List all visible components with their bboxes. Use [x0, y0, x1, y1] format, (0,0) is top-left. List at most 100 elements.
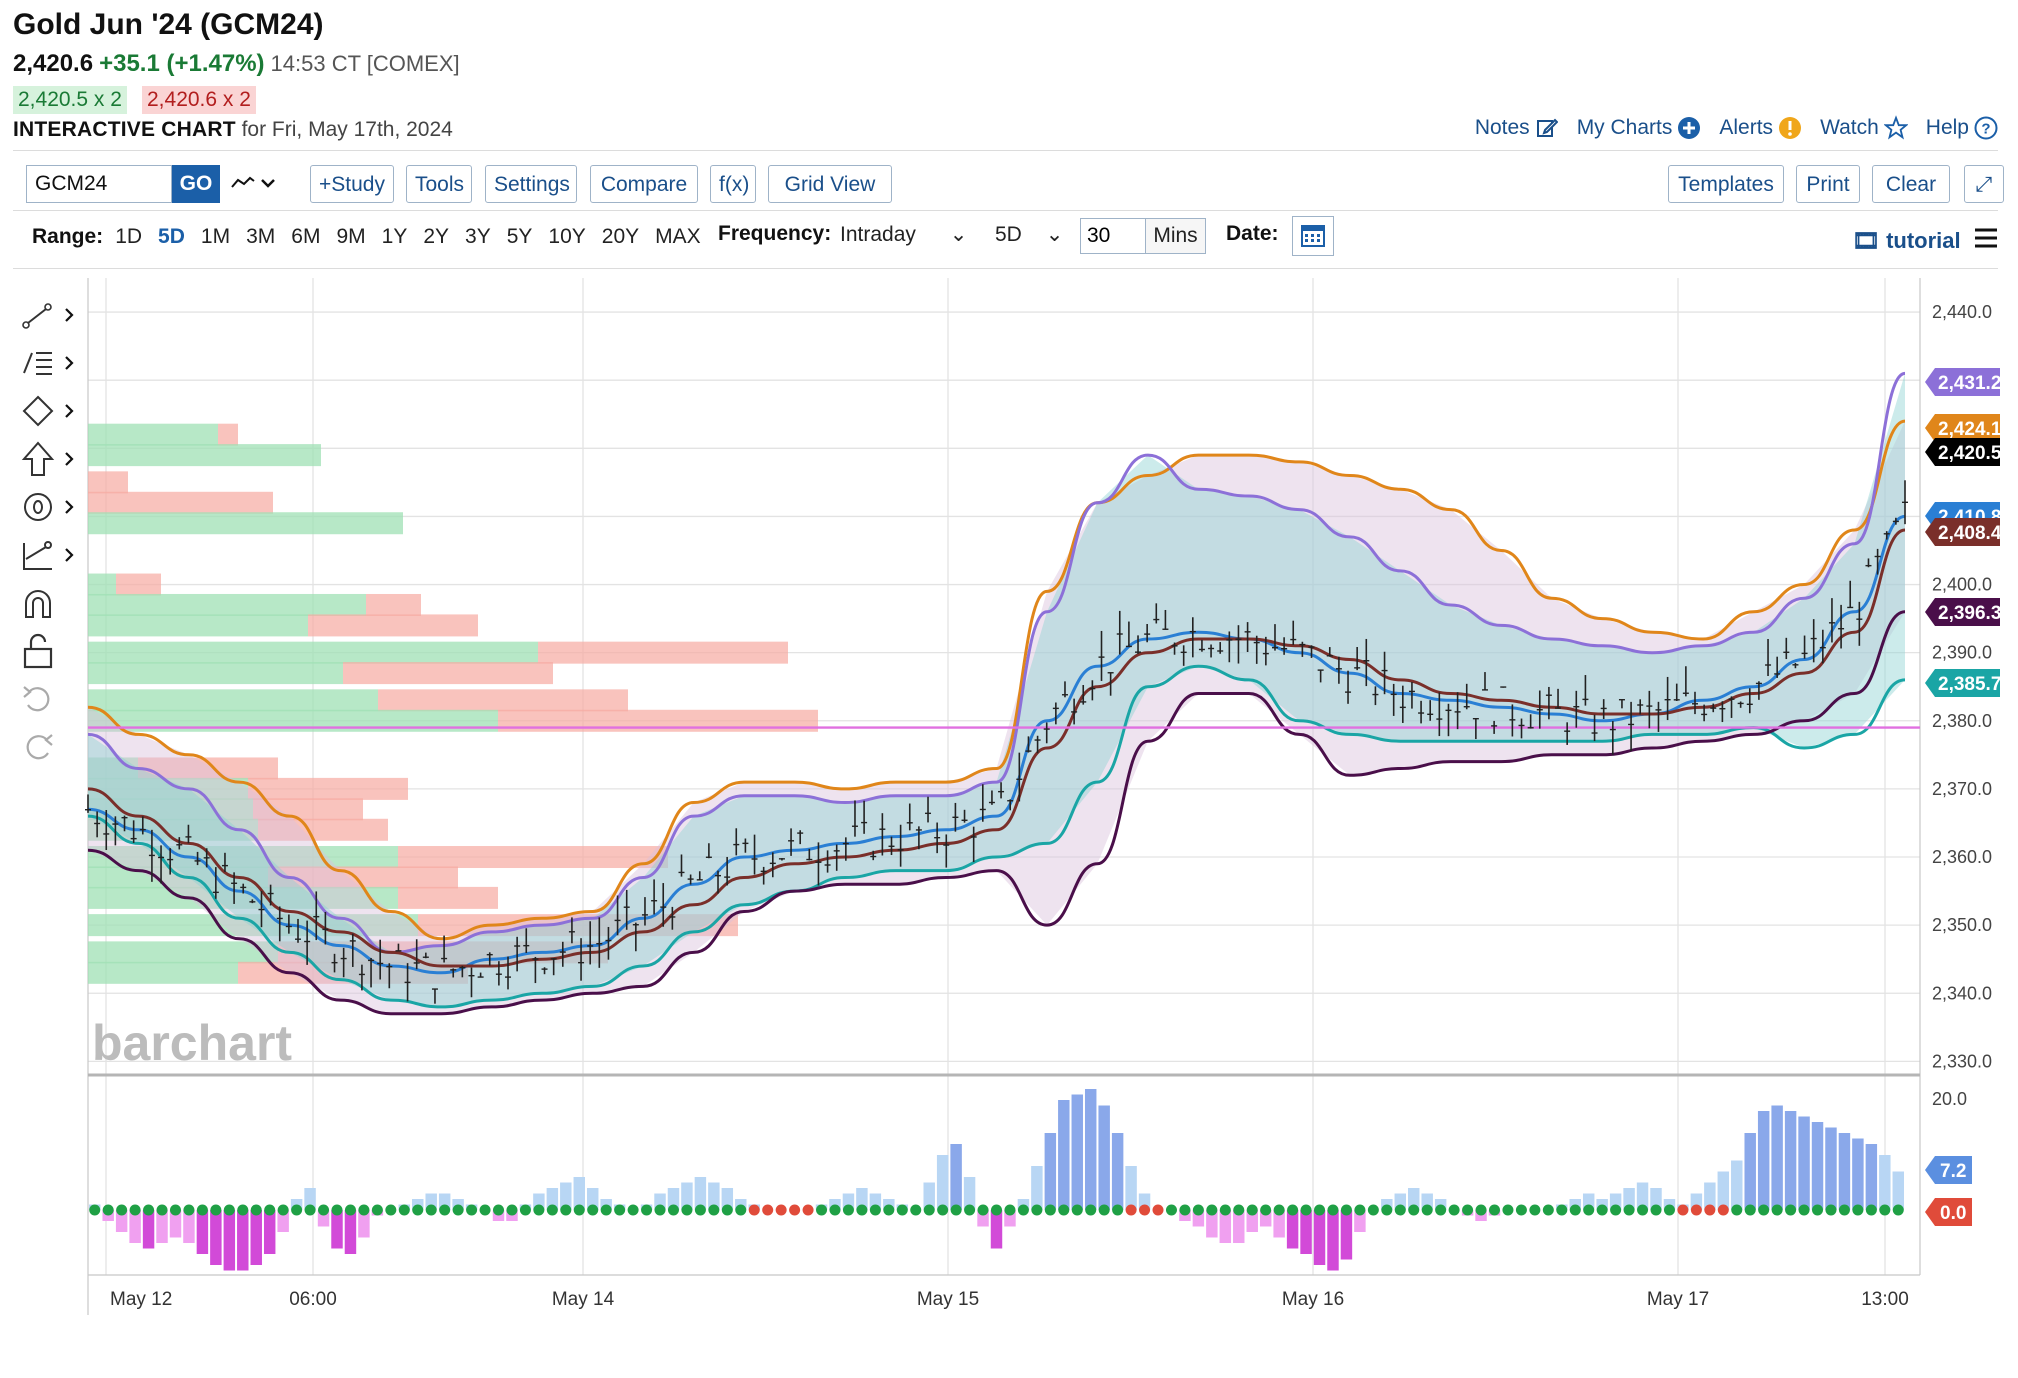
oscillator-bar [1246, 1210, 1258, 1232]
oscillator-bar [1865, 1144, 1878, 1210]
notes-link[interactable]: Notes [1475, 116, 1559, 140]
oscillator-bar [358, 1210, 370, 1238]
help-link[interactable]: Help ? [1926, 116, 1998, 140]
range-2y[interactable]: 2Y [423, 225, 450, 248]
range-10y[interactable]: 10Y [548, 225, 586, 248]
clear-button[interactable]: Clear [1872, 165, 1950, 203]
minutes-input[interactable] [1080, 218, 1146, 254]
range-divider [13, 268, 1998, 269]
price-tick-label: 2,370.0 [1932, 779, 1992, 799]
volume-profile-sell [218, 423, 238, 446]
oscillator-signal-dot [762, 1204, 774, 1216]
x-tick-label: May 14 [552, 1289, 615, 1310]
oscillator-signal-dot [89, 1204, 101, 1216]
oscillator-signal-dot [1771, 1204, 1783, 1216]
range-1y[interactable]: 1Y [381, 225, 408, 248]
price-tick-label: 2,390.0 [1932, 643, 1992, 663]
volume-profile-sell [538, 641, 788, 664]
expand-button[interactable]: ⤢ [1964, 165, 2004, 203]
oscillator-signal-dot [546, 1204, 558, 1216]
chart-heading-title: INTERACTIVE CHART [13, 118, 236, 141]
redo-icon[interactable] [18, 727, 84, 767]
symbol-input[interactable] [26, 165, 172, 203]
oscillator-bar [600, 1199, 612, 1210]
tools-button[interactable]: Tools [406, 165, 472, 203]
price-tick-label: 2,440.0 [1932, 302, 1992, 322]
oscillator-signal-dot [923, 1204, 935, 1216]
oscillator-signal-dot [1758, 1204, 1770, 1216]
series-line-3 [87, 528, 1906, 968]
price-tag-value: 2,420.5 [1938, 443, 2002, 464]
range-5y[interactable]: 5Y [506, 225, 533, 248]
oscillator-signal-dot [1125, 1204, 1137, 1216]
range-1d[interactable]: 1D [115, 225, 143, 248]
price-tag-value: 2,424.1 [1938, 419, 2002, 440]
period-dropdown[interactable]: 5D ⌄ [995, 222, 1063, 247]
oscillator-signal-dot [1623, 1204, 1635, 1216]
range-20y[interactable]: 20Y [601, 225, 640, 248]
print-button[interactable]: Print [1796, 165, 1860, 203]
undo-icon[interactable] [18, 679, 84, 719]
my-charts-link[interactable]: My Charts [1577, 116, 1702, 140]
range-5d[interactable]: 5D [158, 225, 185, 248]
compare-button[interactable]: Compare [590, 165, 698, 203]
price-tick-label: 2,340.0 [1932, 983, 1992, 1003]
oscillator-signal-dot [842, 1204, 854, 1216]
study-button[interactable]: +Study [310, 165, 394, 203]
price-tag-value: 2,431.2 [1938, 373, 2001, 394]
range-9m[interactable]: 9M [336, 225, 366, 248]
oscillator-signal-dot [1381, 1204, 1393, 1216]
range-max[interactable]: MAX [655, 225, 701, 248]
oscillator-bar [1771, 1105, 1783, 1210]
oscillator-bar [1138, 1193, 1151, 1210]
range-3y[interactable]: 3Y [465, 225, 491, 248]
oscillator-bar [250, 1210, 262, 1265]
oscillator-signal-dot [856, 1204, 868, 1216]
tutorial-link[interactable]: 🎞 tutorial [1852, 228, 1961, 254]
chart-type-dropdown[interactable] [228, 165, 284, 203]
oscillator-bar [1704, 1182, 1716, 1210]
unlock-icon[interactable] [18, 631, 84, 671]
film-icon: 🎞 [1852, 228, 1880, 253]
range-1m[interactable]: 1M [200, 225, 231, 248]
oscillator-signal-dot [1502, 1204, 1514, 1216]
arrow-tool[interactable] [18, 439, 84, 479]
shape-tool[interactable] [18, 391, 84, 431]
calendar-icon [1301, 225, 1325, 247]
fx-button[interactable]: f(x) [710, 165, 756, 203]
frequency-dropdown[interactable]: Intraday ⌄ [840, 222, 967, 247]
oscillator-signal-dot [1785, 1204, 1797, 1216]
grid-view-button[interactable]: Grid View [768, 165, 892, 203]
oscillator-signal-dot [371, 1204, 383, 1216]
alerts-link[interactable]: Alerts [1719, 116, 1802, 140]
magnet-icon[interactable] [18, 583, 84, 623]
oscillator-bar [1098, 1105, 1110, 1210]
volume-profile-sell [308, 614, 478, 637]
annotation-tool[interactable] [18, 487, 84, 527]
templates-button[interactable]: Templates [1668, 165, 1784, 203]
oscillator-bar [1757, 1111, 1770, 1210]
hamburger-menu-icon[interactable] [1972, 224, 2000, 252]
oscillator-signal-dot [1865, 1204, 1877, 1216]
measure-tool[interactable] [18, 535, 84, 575]
oscillator-bar [412, 1199, 424, 1210]
date-picker-button[interactable] [1292, 216, 1334, 256]
range-6m[interactable]: 6M [291, 225, 321, 248]
line-tool[interactable] [18, 295, 84, 335]
price-tick-label: 2,380.0 [1932, 711, 1992, 731]
volume-profile-buy [88, 886, 398, 909]
watch-link[interactable]: Watch [1820, 115, 1908, 140]
go-button[interactable]: GO [172, 165, 220, 203]
volume-profile-sell [398, 846, 668, 869]
oscillator-signal-dot [223, 1204, 235, 1216]
oscillator-signal-dot [600, 1204, 612, 1216]
volume-profile-buy [88, 662, 343, 685]
settings-button[interactable]: Settings [485, 165, 577, 203]
oscillator-bar [1784, 1111, 1797, 1210]
oscillator-signal-dot [506, 1204, 518, 1216]
oscillator-signal-dot [196, 1204, 208, 1216]
range-3m[interactable]: 3M [246, 225, 276, 248]
oscillator-signal-dot [1610, 1204, 1622, 1216]
fib-tool[interactable] [18, 343, 84, 383]
